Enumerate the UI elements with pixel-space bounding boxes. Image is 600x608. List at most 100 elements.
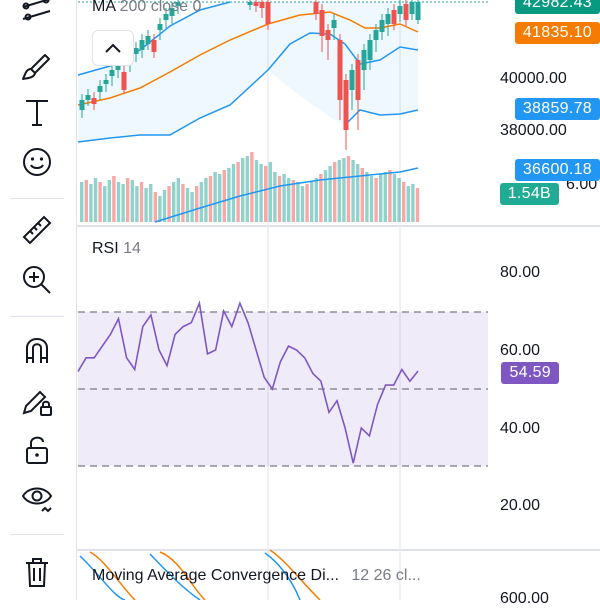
trash-icon: [26, 558, 48, 587]
volume-bar: [310, 182, 314, 222]
collapse-legend-button[interactable]: [92, 30, 134, 66]
rsi-axis-label: 60.00: [500, 342, 541, 359]
volume-bar: [415, 188, 420, 222]
volume-bar: [112, 176, 116, 222]
volume-bar: [328, 166, 332, 222]
candle-body: [259, 2, 265, 8]
volume-bar: [291, 180, 295, 222]
text-tool-button[interactable]: [12, 90, 62, 134]
candle-body: [355, 60, 361, 100]
candle-body: [115, 66, 121, 70]
volume-bar: [383, 172, 387, 222]
rsi-axis-label: 80.00: [500, 264, 541, 281]
volume-bar: [231, 164, 236, 222]
candle-body: [367, 40, 373, 60]
candle-body: [157, 24, 163, 30]
candle-body: [169, 8, 175, 16]
volume-ma-line: [154, 167, 419, 223]
volume-bar: [268, 162, 272, 222]
rsi-name: RSI: [92, 240, 119, 257]
volume-bar: [379, 174, 383, 222]
candle-body: [343, 80, 349, 130]
volume-bar: [98, 182, 102, 222]
volume-bar: [236, 162, 240, 222]
candle-body: [361, 50, 367, 70]
volume-bar: [305, 184, 309, 222]
candle-body: [385, 14, 391, 24]
volume-bar: [337, 160, 341, 222]
candle-body: [91, 98, 97, 104]
volume-bar: [273, 172, 277, 222]
candle-body: [409, 2, 415, 14]
hide-tool-button[interactable]: [12, 476, 62, 520]
candle-body: [139, 40, 145, 50]
volume-bar: [89, 184, 93, 222]
magnet-tool-button[interactable]: [12, 328, 62, 372]
rsi-line: [77, 300, 419, 464]
candle-body: [103, 80, 109, 84]
emoji-tool-button[interactable]: [12, 140, 62, 184]
macd-line: [79, 552, 301, 600]
ma-indicator-legend[interactable]: MA 200 close 0: [92, 0, 201, 16]
volume-bar: [130, 180, 134, 222]
lock-drawings-tool-button[interactable]: [12, 380, 62, 424]
brush-icon: [22, 54, 50, 80]
volume-bar: [397, 178, 401, 222]
rsi-pane: [77, 300, 488, 467]
volume-bar: [116, 182, 121, 222]
volume-bar: [204, 178, 208, 222]
rsi-axis-label: 20.00: [500, 497, 541, 514]
volume-bar: [351, 160, 355, 222]
rsi-legend[interactable]: RSI 14: [92, 240, 141, 258]
volume-bar: [374, 178, 378, 222]
volume-bar: [300, 186, 305, 222]
volume-bar: [388, 170, 392, 222]
text-icon: [26, 100, 48, 126]
delete-tool-button[interactable]: [12, 550, 62, 594]
candle-body: [133, 48, 139, 54]
volume-bar: [365, 172, 369, 222]
lock-all-tool-button[interactable]: [12, 428, 62, 472]
trendlines-icon: [22, 0, 51, 21]
ma-indicator-name: MA: [92, 0, 116, 15]
volume-tag: 1.54B: [499, 183, 559, 205]
volume-bar: [319, 174, 323, 222]
volume-bar: [411, 184, 415, 222]
zoom-tool-button[interactable]: [12, 258, 62, 302]
candle-body: [121, 72, 127, 90]
volume-bar: [84, 180, 88, 222]
ruler-icon: [22, 215, 52, 245]
candle-body: [85, 95, 91, 100]
candle-body: [163, 14, 169, 20]
candle-body: [253, 2, 259, 6]
bollinger-basis-line: [267, 32, 419, 71]
toolbar-divider: [10, 316, 64, 317]
volume-bar: [149, 184, 153, 222]
volume-bar: [167, 186, 171, 222]
volume-bar: [190, 192, 194, 222]
volume-bar: [195, 186, 199, 222]
macd-legend[interactable]: Moving Average Convergence Di... 12 26 c…: [92, 567, 421, 585]
volume-bar: [144, 188, 148, 222]
volume-bar: [103, 186, 107, 222]
chevron-up-icon: [105, 43, 121, 53]
ruler-tool-button[interactable]: [12, 208, 62, 252]
last-price-tag: 42982.43: [514, 0, 600, 14]
volume-bar: [241, 158, 245, 222]
candle-body: [175, 2, 181, 6]
volume-bar: [342, 158, 346, 222]
volume-bar: [126, 178, 130, 222]
toolbar-divider: [10, 534, 64, 535]
macd-signal-line: [89, 549, 321, 600]
rsi-param: 14: [123, 240, 141, 257]
macd-params: 12 26 cl...: [351, 567, 421, 584]
pencil-lock-icon: [22, 390, 52, 416]
volume-bar: [139, 182, 144, 222]
volume-bar: [107, 180, 111, 222]
macd-axis-label: 600.00: [500, 590, 549, 607]
trend-tool-button[interactable]: [12, 0, 62, 32]
candle-body: [397, 6, 403, 14]
rsi-value-tag: 54.59: [501, 362, 559, 384]
brush-tool-button[interactable]: [12, 44, 62, 88]
